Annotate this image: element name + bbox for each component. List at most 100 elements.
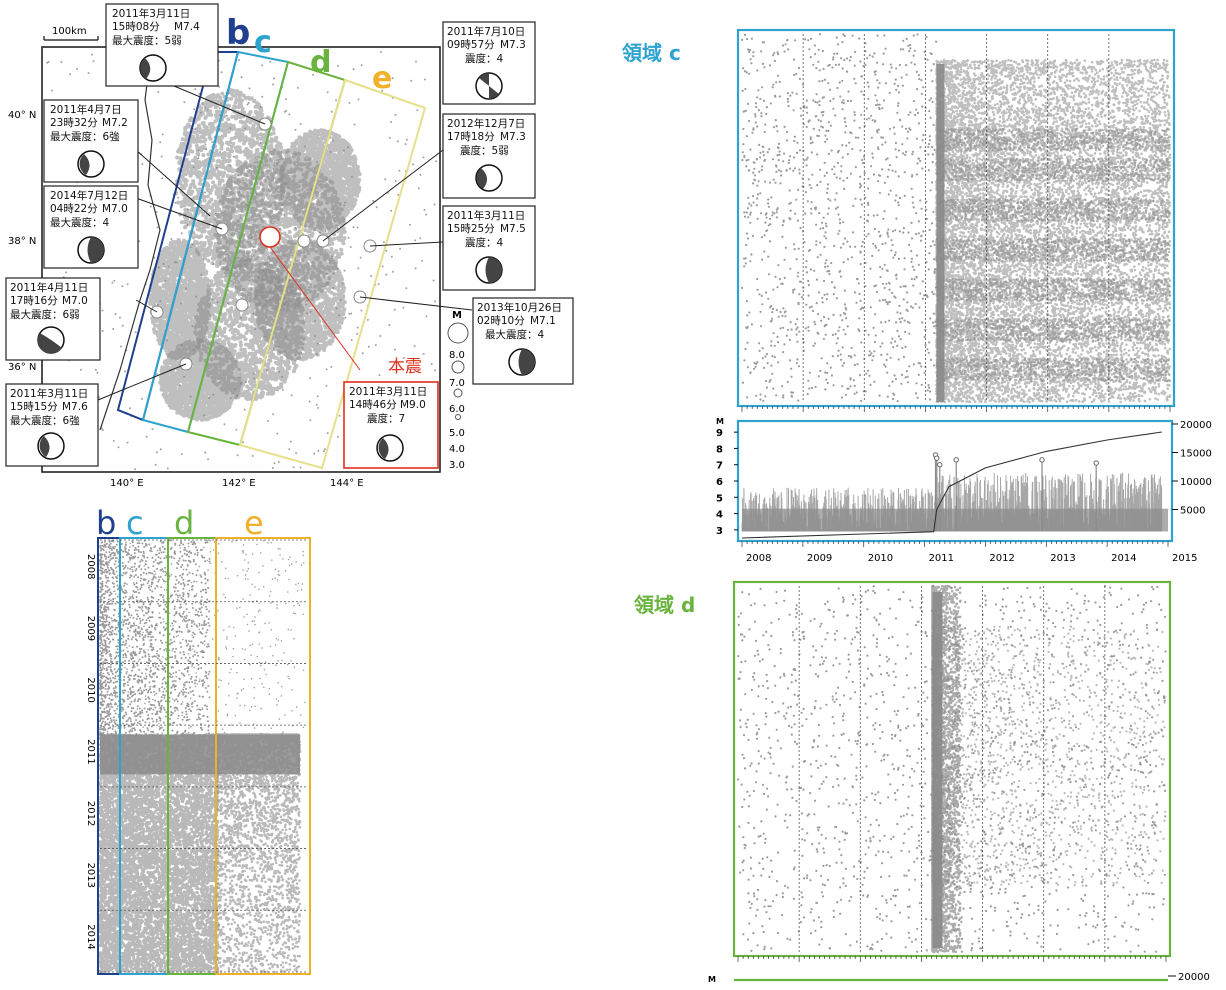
st-column-label-c: c [126,504,144,542]
mt-year-label: 2008 [746,553,771,564]
event-time: 23時32分 [50,117,98,129]
legend-value: 6.0 [449,404,465,415]
st-year-label: 2011 [85,739,96,764]
event-date: 2011年3月11日 [447,209,525,222]
event-box-mainshock: 2011年3月11日 14時46分 M9.0 震度：7 [343,381,439,469]
mt-magnitude-tick: 8 [716,444,723,455]
event-date: 2013年10月26日 [477,301,562,314]
scale-label: 100km [52,26,87,37]
event-box-3: 2011年4月11日 17時16分 M7.0 最大震度：6弱 [5,277,101,361]
legend-value: 5.0 [449,428,465,439]
event-intensity: 震度：5弱 [460,144,509,157]
map-region-label-e: e [372,61,392,96]
event-intensity: 最大震度：6強 [50,130,120,143]
mt-year-label: 2013 [1050,553,1075,564]
region-d-seismicity [737,584,1167,954]
mainshock-label: 本震 [388,357,422,377]
event-time: 04時22分 [50,203,98,215]
region-c-year-labels: 2008 2009 2010 2011 2012 2013 2014 2015 [741,541,1197,564]
event-time: 15時25分 [447,223,495,235]
event-mag: M7.4 [174,21,200,33]
event-time: 15時08分 [112,21,160,33]
mt-year-label: 2009 [807,553,832,564]
event-date: 2014年7月12日 [50,189,128,202]
lon-label-140: 140° E [110,478,144,489]
event-time: 02時10分 [477,315,525,327]
mainshock-marker [259,226,281,248]
event-time: 17時16分 [10,295,58,307]
event-box-8: 2013年10月26日 02時10分 M7.1 最大震度：4 [472,297,574,385]
mt-year-label: 2012 [989,553,1014,564]
event-mag: M7.5 [500,223,526,235]
legend-title: M [452,310,462,321]
event-marker [297,234,311,248]
st-year-label: 2013 [85,863,96,888]
mt-cumulative-tick: 20000 [1180,420,1212,431]
mt-year-label: 2011 [929,553,954,564]
event-mag: M7.6 [62,401,88,413]
mt-year-label: 2014 [1111,553,1136,564]
event-box-0: 2011年3月11日 15時08分 M7.4 最大震度：5弱 [105,3,219,87]
event-intensity: 最大震度：6弱 [10,308,80,321]
event-date: 2012年12月7日 [447,117,525,130]
mt-magnitude-tick: 4 [716,510,723,521]
map-region-label-b: b [226,13,250,53]
connector-lines [97,80,473,401]
legend-value: 3.0 [449,460,465,471]
mt-magnitude-tick: 3 [716,526,723,537]
lon-label-144: 144° E [330,478,364,489]
region-d-time-axis [737,956,1167,962]
mt-cumulative-tick: 15000 [1180,449,1212,460]
event-box-1: 2011年4月7日 23時32分 M7.2 最大震度：6強 [43,99,139,183]
event-date: 2011年3月11日 [349,385,427,398]
event-date: 2011年3月11日 [10,387,88,400]
event-mag: M7.1 [530,315,556,327]
legend-value: 4.0 [449,444,465,455]
lat-label-40: 40° N [8,110,36,121]
mt-magnitude-tick: 9 [716,428,723,439]
event-intensity: 震度：4 [465,52,503,65]
region-c-mt-diagram [741,431,1168,539]
event-mag: M7.3 [500,39,526,51]
map-region-label-c: c [254,25,272,60]
st-column-label-b: b [96,504,116,542]
mt-year-label: 2015 [1172,553,1197,564]
lon-label-142: 142° E [222,478,256,489]
legend-value: 8.0 [449,350,465,361]
event-mag: M7.3 [500,131,526,143]
event-box-6: 2012年12月7日 17時18分 M7.3 震度：5弱 [442,113,536,199]
mt-magnitude-tick: 5 [716,493,723,504]
event-intensity: 最大震度：6強 [10,414,80,427]
st-column-label-e: e [244,504,264,542]
event-box-5: 2011年7月10日 09時57分 M7.3 震度：4 [442,21,536,105]
event-mag: M7.0 [62,295,88,307]
event-intensity: 最大震度：4 [50,216,109,229]
event-mag: M9.0 [400,399,426,411]
event-mag: M7.2 [102,117,128,129]
event-intensity: 震度：7 [367,412,405,425]
event-time: 14時46分 [349,399,397,411]
event-marker [235,298,249,312]
event-intensity: 震度：4 [465,236,503,249]
mt-cumulative-tick: 10000 [1180,477,1212,488]
event-box-4: 2011年3月11日 15時15分 M7.6 最大震度：6強 [5,383,99,467]
mt-year-label: 2010 [868,553,893,564]
st-year-label: 2008 [85,554,96,579]
mt-cumulative-tick: 5000 [1180,506,1205,517]
mt-magnitude-tick: 7 [716,461,723,472]
region-d-mt-ylabel: M [708,975,716,984]
st-year-label: 2012 [85,801,96,826]
event-box-2: 2014年7月12日 04時22分 M7.0 最大震度：4 [43,185,139,269]
st-column-label-d: d [174,504,194,542]
event-intensity: 最大震度：4 [485,328,544,341]
lat-label-38: 38° N [8,236,36,247]
region-c-title: 領域 c [622,41,681,65]
region-c-cumulative-ticks: 20000 15000 10000 5000 [1172,420,1212,517]
map-seismicity [43,49,438,471]
map-region-label-d: d [310,45,331,80]
region-c-time-axis [741,406,1171,412]
